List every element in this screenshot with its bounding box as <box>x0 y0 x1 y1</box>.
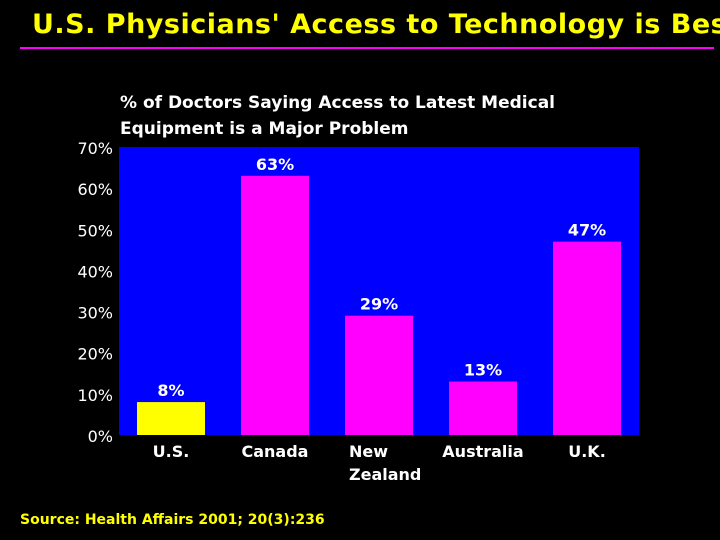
chart-title-line-1: % of Doctors Saying Access to Latest Med… <box>120 93 555 113</box>
y-tick-label: 10% <box>77 386 113 405</box>
y-tick-label: 0% <box>88 427 113 446</box>
y-tick-label: 50% <box>77 221 113 240</box>
x-axis: U.S. Canada New Zealand Australia U.K. <box>153 442 606 484</box>
y-tick-label: 70% <box>77 139 113 158</box>
x-tick-label: U.S. <box>153 442 190 461</box>
chart-title: % of Doctors Saying Access to Latest Med… <box>120 90 555 142</box>
x-tick-label: U.K. <box>568 442 606 461</box>
bars: 8% 63% 29% 13% 47% <box>137 155 621 436</box>
data-label: 8% <box>157 381 184 400</box>
bar <box>241 175 309 436</box>
source-note: Source: Health Affairs 2001; 20(3):236 <box>20 512 325 528</box>
data-label: 13% <box>464 361 502 380</box>
y-tick-label: 60% <box>77 180 113 199</box>
x-tick-label: Australia <box>442 442 523 461</box>
chart-title-line-2: Equipment is a Major Problem <box>120 119 409 139</box>
bar <box>345 315 413 435</box>
bar <box>553 241 621 435</box>
data-label: 29% <box>360 295 398 314</box>
data-label: 47% <box>568 221 606 240</box>
x-tick-label: Zealand <box>349 465 421 484</box>
title-divider <box>20 47 714 49</box>
bar <box>449 381 517 435</box>
data-label: 63% <box>256 155 294 174</box>
y-tick-label: 40% <box>77 262 113 281</box>
slide-title: U.S. Physicians' Access to Technology is… <box>32 9 720 40</box>
y-axis: 0% 10% 20% 30% 40% 50% 60% 70% <box>77 139 113 446</box>
y-tick-label: 30% <box>77 304 113 323</box>
x-tick-label: Canada <box>242 442 309 461</box>
y-tick-label: 20% <box>77 345 113 364</box>
bar <box>137 402 205 435</box>
x-tick-label: New <box>349 442 388 461</box>
